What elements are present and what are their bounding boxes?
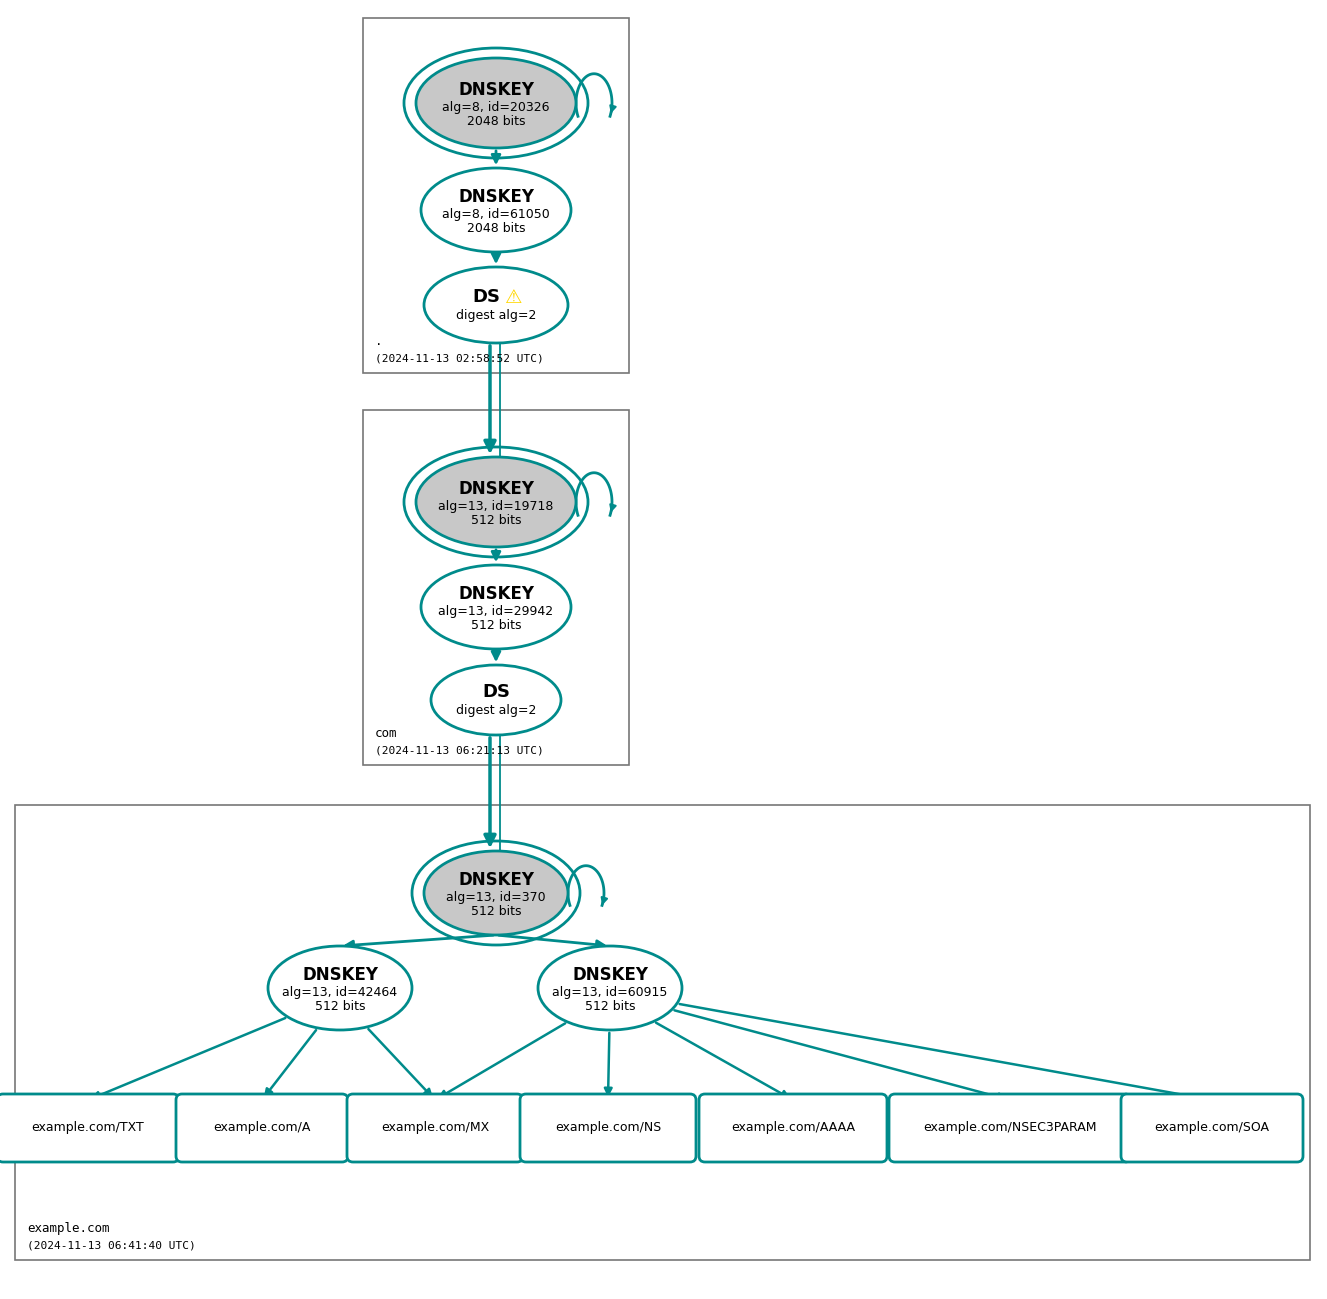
Text: (2024-11-13 02:58:52 UTC): (2024-11-13 02:58:52 UTC) [376,353,544,362]
Text: alg=13, id=370: alg=13, id=370 [446,891,545,904]
Text: example.com/A: example.com/A [214,1121,311,1134]
Text: (2024-11-13 06:41:40 UTC): (2024-11-13 06:41:40 UTC) [27,1241,196,1250]
Text: alg=13, id=60915: alg=13, id=60915 [552,986,667,999]
Text: example.com: example.com [27,1222,110,1235]
Text: com: com [376,727,398,740]
FancyBboxPatch shape [0,1094,179,1163]
FancyBboxPatch shape [346,1094,523,1163]
Text: (2024-11-13 06:21:13 UTC): (2024-11-13 06:21:13 UTC) [376,746,544,755]
Bar [15,805,1310,1260]
FancyBboxPatch shape [176,1094,348,1163]
Text: 512 bits: 512 bits [471,618,522,631]
Ellipse shape [268,946,411,1030]
Text: alg=13, id=29942: alg=13, id=29942 [438,604,553,617]
Text: 512 bits: 512 bits [471,513,522,526]
Text: 2048 bits: 2048 bits [467,114,525,127]
Text: digest alg=2: digest alg=2 [455,308,536,321]
Text: 512 bits: 512 bits [314,999,365,1012]
Ellipse shape [421,565,571,650]
Text: DNSKEY: DNSKEY [458,81,533,99]
FancyBboxPatch shape [520,1094,695,1163]
Text: example.com/AAAA: example.com/AAAA [731,1121,855,1134]
Text: DNSKEY: DNSKEY [303,966,378,985]
Text: DNSKEY: DNSKEY [458,188,533,207]
Text: ⚠: ⚠ [506,287,523,307]
Ellipse shape [415,457,576,547]
Bar [364,410,629,765]
Text: example.com/NSEC3PARAM: example.com/NSEC3PARAM [924,1121,1096,1134]
Text: DS: DS [482,683,510,701]
Ellipse shape [431,665,561,735]
Text: DNSKEY: DNSKEY [458,585,533,603]
Text: DNSKEY: DNSKEY [458,872,533,889]
Ellipse shape [425,851,568,935]
Text: alg=13, id=42464: alg=13, id=42464 [283,986,398,999]
Text: DS: DS [472,288,500,307]
Text: example.com/SOA: example.com/SOA [1154,1121,1270,1134]
Ellipse shape [415,58,576,148]
Text: DNSKEY: DNSKEY [572,966,648,985]
Text: alg=13, id=19718: alg=13, id=19718 [438,500,553,513]
FancyBboxPatch shape [889,1094,1131,1163]
Text: digest alg=2: digest alg=2 [455,704,536,717]
Text: example.com/MX: example.com/MX [381,1121,490,1134]
Ellipse shape [425,268,568,343]
Text: 512 bits: 512 bits [471,904,522,917]
Text: .: . [376,335,382,348]
FancyBboxPatch shape [1121,1094,1303,1163]
FancyBboxPatch shape [699,1094,886,1163]
Text: alg=8, id=20326: alg=8, id=20326 [442,100,549,113]
Text: alg=8, id=61050: alg=8, id=61050 [442,208,549,221]
Text: 512 bits: 512 bits [585,999,636,1012]
Text: example.com/TXT: example.com/TXT [32,1121,145,1134]
Text: example.com/NS: example.com/NS [555,1121,661,1134]
Bar [364,18,629,373]
Ellipse shape [421,168,571,252]
Ellipse shape [537,946,682,1030]
Text: DNSKEY: DNSKEY [458,481,533,498]
Text: 2048 bits: 2048 bits [467,222,525,235]
